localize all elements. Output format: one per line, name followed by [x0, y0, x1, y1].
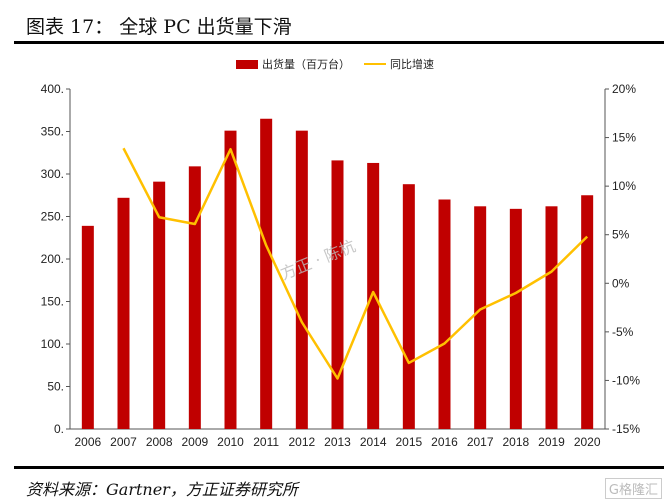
left-tick-label: 200.	[41, 252, 64, 266]
x-tick-label: 2009	[181, 435, 208, 449]
gelonghui-logo: G格隆汇	[604, 478, 662, 499]
right-tick-label: -15%	[612, 422, 640, 436]
right-tick-label: 20%	[612, 82, 636, 96]
right-tick-label: 5%	[612, 228, 630, 242]
bar-2007	[117, 197, 130, 429]
right-tick-label: 10%	[612, 179, 636, 193]
x-tick-label: 2018	[502, 435, 529, 449]
left-tick-label: 350.	[41, 125, 64, 139]
title-rule	[14, 41, 664, 44]
x-tick-label: 2010	[217, 435, 244, 449]
legend-label-growth: 同比增速	[390, 58, 434, 71]
left-tick-label: 100.	[41, 337, 64, 351]
right-tick-label: -10%	[612, 373, 640, 387]
bar-2011	[260, 118, 273, 429]
left-tick-label: 150.	[41, 295, 64, 309]
x-tick-label: 2011	[253, 435, 279, 449]
x-tick-label: 2006	[74, 435, 101, 449]
x-tick-label: 2015	[395, 435, 422, 449]
legend-swatch-bar	[236, 59, 258, 69]
legend: 出货量（百万台） 同比增速	[0, 56, 670, 72]
x-tick-label: 2019	[538, 435, 565, 449]
x-tick-label: 2008	[146, 435, 173, 449]
chart: 0. 50. 100. 150. 200. 250. 300. 350. 400. -15% -10…	[41, 82, 641, 449]
bar-2010	[224, 130, 237, 429]
x-tick-label: 2017	[467, 435, 494, 449]
footer-rule	[14, 466, 664, 469]
x-tick-label: 2013	[324, 435, 351, 449]
legend-label-shipments: 出货量（百万台）	[262, 58, 350, 71]
left-tick-label: 50.	[47, 380, 64, 394]
x-tick-label: 2020	[574, 435, 601, 449]
growth-line	[122, 147, 589, 380]
left-tick-label: 250.	[41, 210, 64, 224]
x-tick-label: 2014	[360, 435, 387, 449]
x-tick-label: 2007	[110, 435, 137, 449]
bar-2019	[545, 206, 558, 429]
legend-swatch-line	[364, 63, 386, 65]
watermark: 方正 · 陈杭	[278, 236, 359, 283]
x-tick-label: 2012	[288, 435, 315, 449]
bar-2008	[153, 181, 166, 429]
right-tick-label: 15%	[612, 131, 636, 145]
chart-title: 图表 17： 全球 PC 出货量下滑	[26, 16, 292, 38]
bar-2020	[581, 195, 594, 429]
right-tick-label: -5%	[612, 325, 634, 339]
bar-2006	[81, 225, 94, 429]
bar-2013	[331, 160, 344, 429]
bar-2018	[509, 208, 522, 429]
left-tick-label: 400.	[41, 82, 64, 96]
bar-2014	[367, 162, 380, 429]
bar-2017	[474, 206, 487, 429]
bar-2015	[402, 184, 415, 429]
source-note: 资料来源：Gartner，方正证券研究所	[26, 480, 298, 499]
bar-2016	[438, 199, 451, 429]
bar-2012	[295, 130, 308, 429]
left-tick-label: 0.	[54, 422, 64, 436]
right-tick-label: 0%	[612, 276, 630, 290]
left-tick-label: 300.	[41, 167, 64, 181]
bar-2009	[188, 166, 201, 429]
x-tick-label: 2016	[431, 435, 458, 449]
